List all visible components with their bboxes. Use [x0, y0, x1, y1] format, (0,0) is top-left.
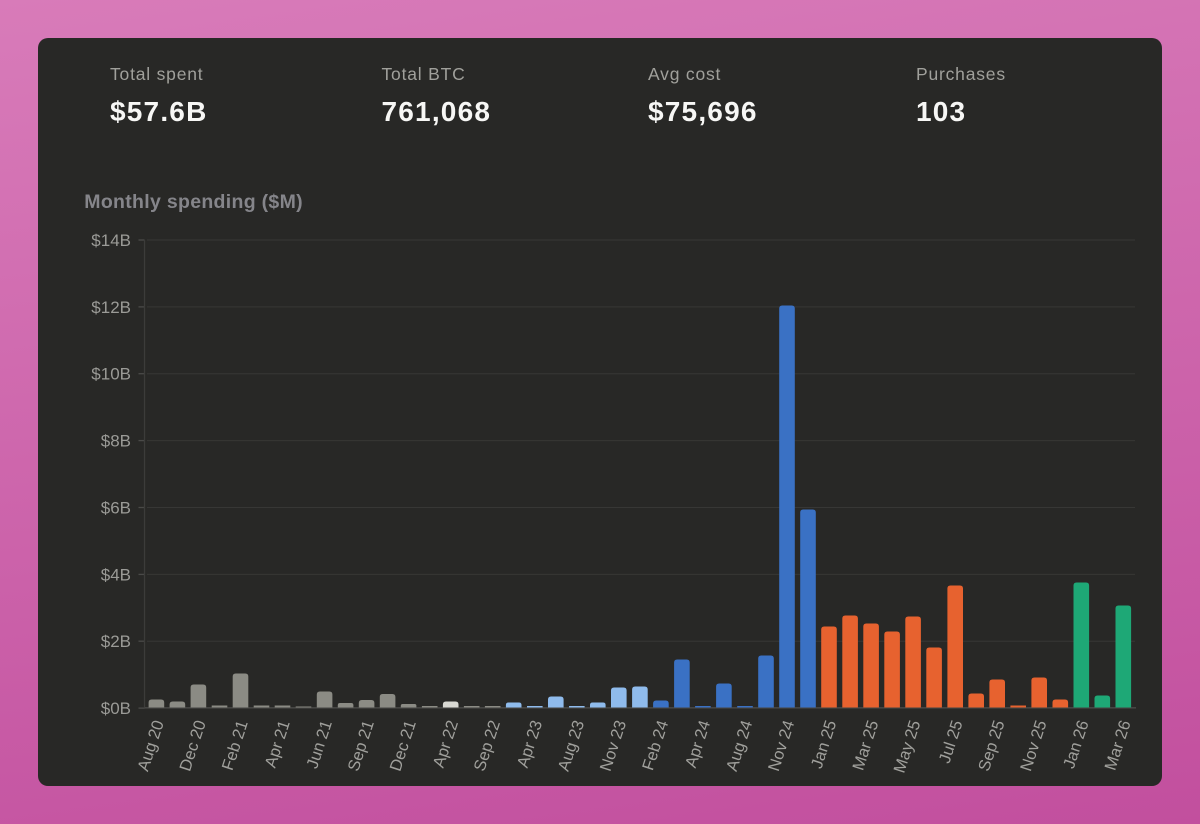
- svg-text:$2B: $2B: [101, 632, 131, 651]
- svg-text:$14B: $14B: [91, 231, 131, 250]
- svg-text:$0B: $0B: [101, 699, 131, 718]
- svg-text:Aug 24: Aug 24: [723, 718, 756, 773]
- svg-text:Jan 25: Jan 25: [808, 718, 840, 771]
- svg-text:Jul 25: Jul 25: [936, 718, 967, 765]
- svg-text:Dec 21: Dec 21: [387, 718, 420, 773]
- svg-text:$12B: $12B: [91, 298, 131, 317]
- svg-text:$10B: $10B: [91, 365, 131, 384]
- svg-text:Feb 21: Feb 21: [219, 718, 252, 772]
- svg-text:Nov 24: Nov 24: [765, 718, 798, 773]
- svg-text:Apr 21: Apr 21: [262, 718, 294, 770]
- svg-text:Mar 26: Mar 26: [1102, 718, 1135, 772]
- svg-text:Mar 25: Mar 25: [849, 718, 882, 772]
- svg-text:May 25: May 25: [891, 718, 925, 775]
- svg-text:Jan 26: Jan 26: [1060, 718, 1092, 771]
- svg-text:Aug 23: Aug 23: [555, 718, 588, 773]
- svg-text:Nov 25: Nov 25: [1017, 718, 1050, 773]
- svg-text:Feb 24: Feb 24: [639, 718, 672, 772]
- svg-text:Dec 20: Dec 20: [176, 718, 209, 773]
- svg-text:Apr 22: Apr 22: [430, 718, 462, 770]
- svg-text:Nov 23: Nov 23: [597, 718, 630, 773]
- svg-text:Sep 22: Sep 22: [471, 718, 504, 773]
- svg-text:Aug 20: Aug 20: [134, 718, 167, 773]
- svg-text:Sep 21: Sep 21: [345, 718, 378, 773]
- svg-text:Apr 23: Apr 23: [514, 718, 546, 770]
- svg-text:Sep 25: Sep 25: [975, 718, 1008, 773]
- svg-text:Apr 24: Apr 24: [682, 718, 714, 770]
- svg-text:Jun 21: Jun 21: [303, 718, 335, 771]
- svg-text:$6B: $6B: [101, 499, 131, 518]
- svg-text:$4B: $4B: [101, 565, 131, 584]
- svg-text:$8B: $8B: [101, 432, 131, 451]
